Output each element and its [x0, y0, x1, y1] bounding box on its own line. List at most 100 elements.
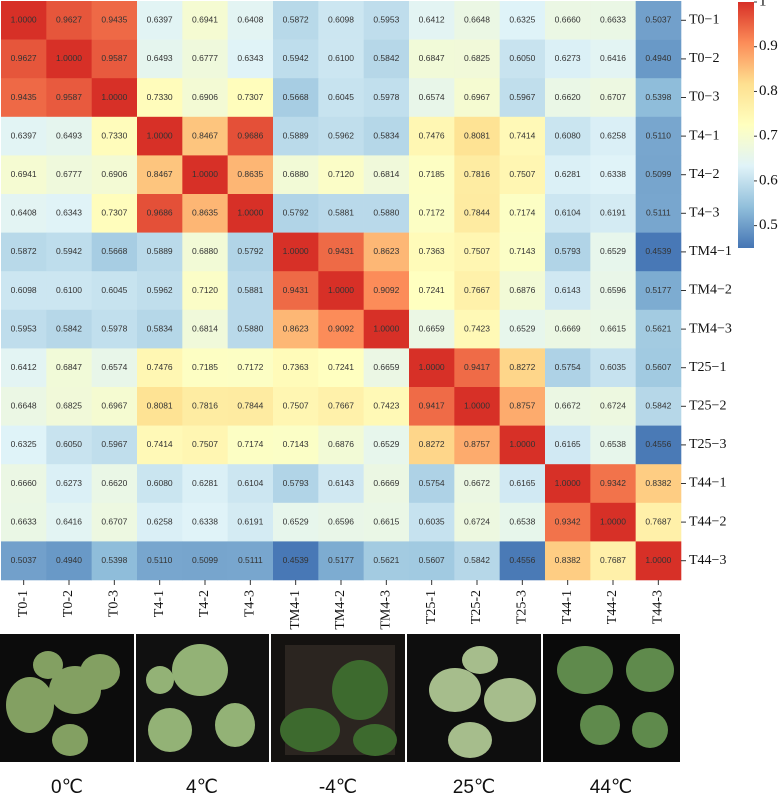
cell-label: 1.0000: [555, 478, 581, 488]
heatmap-cell: [499, 232, 546, 272]
cell-label: 0.6707: [600, 92, 626, 102]
heatmap-cell: [182, 271, 228, 311]
heatmap-cell: [545, 116, 591, 156]
heatmap-cell: [590, 155, 636, 195]
cell-label: 0.6281: [192, 478, 218, 488]
cell-label: 0.8635: [192, 208, 218, 218]
colorbar-tick-label: 0.7: [759, 128, 778, 144]
heatmap-cell: [46, 194, 92, 233]
heatmap-cell: [454, 541, 500, 581]
heatmap-cell: [227, 194, 274, 233]
heatmap-cell: [409, 155, 455, 195]
heatmap-cell: [182, 502, 228, 542]
cell-label: 0.5967: [101, 439, 127, 449]
heatmap-cell: [318, 194, 364, 233]
cell-label: 0.6281: [555, 169, 581, 179]
cell-label: 0.6825: [464, 53, 490, 63]
heatmap-cell: [182, 541, 228, 581]
cell-label: 0.6338: [192, 516, 218, 526]
cell-label: 0.6724: [464, 516, 490, 526]
heatmap-cell: [46, 502, 92, 542]
cell-label: 0.6529: [509, 323, 535, 333]
heatmap-cell: [318, 1, 364, 40]
cell-label: 0.6814: [192, 323, 218, 333]
heatmap-cell: [545, 464, 591, 504]
heatmap-cell: [409, 464, 455, 504]
cell-label: 0.6596: [600, 285, 626, 295]
cell-label: 0.7423: [373, 401, 399, 411]
heatmap-cell: [1, 425, 47, 465]
y-tick-label: T4−2: [689, 167, 719, 182]
cell-label: 1.0000: [419, 362, 445, 372]
heatmap-cell: [545, 348, 591, 388]
cell-label: 0.5398: [101, 555, 127, 565]
cell-label: 0.7476: [419, 130, 445, 140]
cell-label: 0.8757: [464, 439, 490, 449]
x-tick-label: T0-3: [107, 590, 122, 617]
heatmap-cell: [182, 348, 228, 388]
cell-label: 1.0000: [464, 401, 490, 411]
cell-label: 0.7844: [237, 401, 263, 411]
heatmap-cell: [409, 232, 455, 272]
heatmap-cell: [46, 425, 92, 465]
heatmap-cell: [363, 194, 410, 233]
heatmap-cell: [46, 1, 92, 40]
cell-label: 0.5110: [646, 130, 672, 140]
heatmap-cell: [91, 309, 138, 349]
cell-label: 0.5953: [11, 323, 37, 333]
heatmap-cell: [182, 155, 228, 195]
colorbar-tick-label: 0.5: [759, 217, 778, 233]
heatmap-cell: [590, 387, 636, 426]
cell-label: 0.4539: [283, 555, 309, 565]
x-tick-label: T44-3: [651, 590, 666, 624]
heatmap-cell: [545, 425, 591, 465]
heatmap-cell: [454, 78, 500, 118]
heatmap-cell: [409, 348, 455, 388]
cell-label: 0.6412: [419, 15, 445, 25]
heatmap-cell: [46, 271, 92, 311]
heatmap-cell: [91, 348, 138, 388]
heatmap-cell: [1, 78, 47, 118]
heatmap-cell: [182, 194, 228, 233]
photo-caption: 25℃: [453, 777, 495, 798]
cell-label: 1.0000: [147, 130, 173, 140]
cell-label: 0.6080: [147, 478, 173, 488]
heatmap-cell: [590, 541, 636, 581]
cell-label: 0.5792: [283, 208, 309, 218]
cell-label: 0.9092: [328, 323, 354, 333]
heatmap-cell: [227, 464, 274, 504]
heatmap-cell: [590, 502, 636, 542]
y-tick-label: T0−1: [689, 13, 719, 28]
heatmap-cell: [318, 502, 364, 542]
cell-label: 0.6045: [101, 285, 127, 295]
heatmap-cell: [1, 39, 47, 79]
cell-label: 0.7507: [509, 169, 535, 179]
cell-label: 0.6325: [509, 15, 535, 25]
heatmap-cell: [46, 39, 92, 79]
cell-label: 0.6050: [509, 53, 535, 63]
cell-label: 0.5621: [373, 555, 399, 565]
cell-label: 0.5880: [237, 323, 263, 333]
heatmap-cell: [635, 309, 682, 349]
cell-label: 0.7185: [192, 362, 218, 372]
cell-label: 0.6669: [373, 478, 399, 488]
heatmap-cell: [46, 348, 92, 388]
cell-label: 0.6258: [600, 130, 626, 140]
cell-label: 0.5668: [283, 92, 309, 102]
cell-label: 0.6906: [101, 169, 127, 179]
heatmap-cell: [182, 425, 228, 465]
heatmap-cell: [363, 541, 410, 581]
cell-label: 0.7687: [600, 555, 626, 565]
heatmap-cell: [318, 541, 364, 581]
y-tick-label: T25−3: [689, 437, 726, 452]
cell-label: 0.5889: [283, 130, 309, 140]
heatmap-cell: [91, 116, 138, 156]
x-tick-label: T4-1: [152, 590, 167, 617]
cell-label: 0.7414: [509, 130, 535, 140]
heatmap-cell: [91, 541, 138, 581]
plant: [429, 646, 536, 758]
cell-label: 0.6633: [11, 516, 37, 526]
heatmap-cell: [318, 348, 364, 388]
cell-label: 0.9417: [464, 362, 490, 372]
